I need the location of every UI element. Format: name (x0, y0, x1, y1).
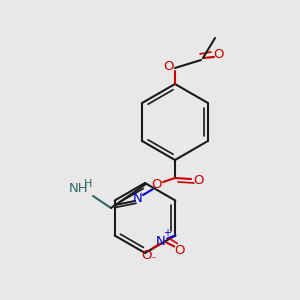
Text: O: O (174, 244, 184, 257)
Text: N: N (133, 191, 143, 205)
Text: NH: NH (69, 182, 89, 196)
Text: O: O (164, 61, 174, 74)
Text: ⁻: ⁻ (150, 256, 156, 266)
Text: O: O (194, 173, 204, 187)
Text: +: + (163, 229, 171, 238)
Text: H: H (84, 179, 92, 189)
Text: O: O (214, 49, 224, 62)
Text: O: O (152, 178, 162, 191)
Text: N: N (155, 235, 165, 248)
Text: O: O (141, 249, 152, 262)
